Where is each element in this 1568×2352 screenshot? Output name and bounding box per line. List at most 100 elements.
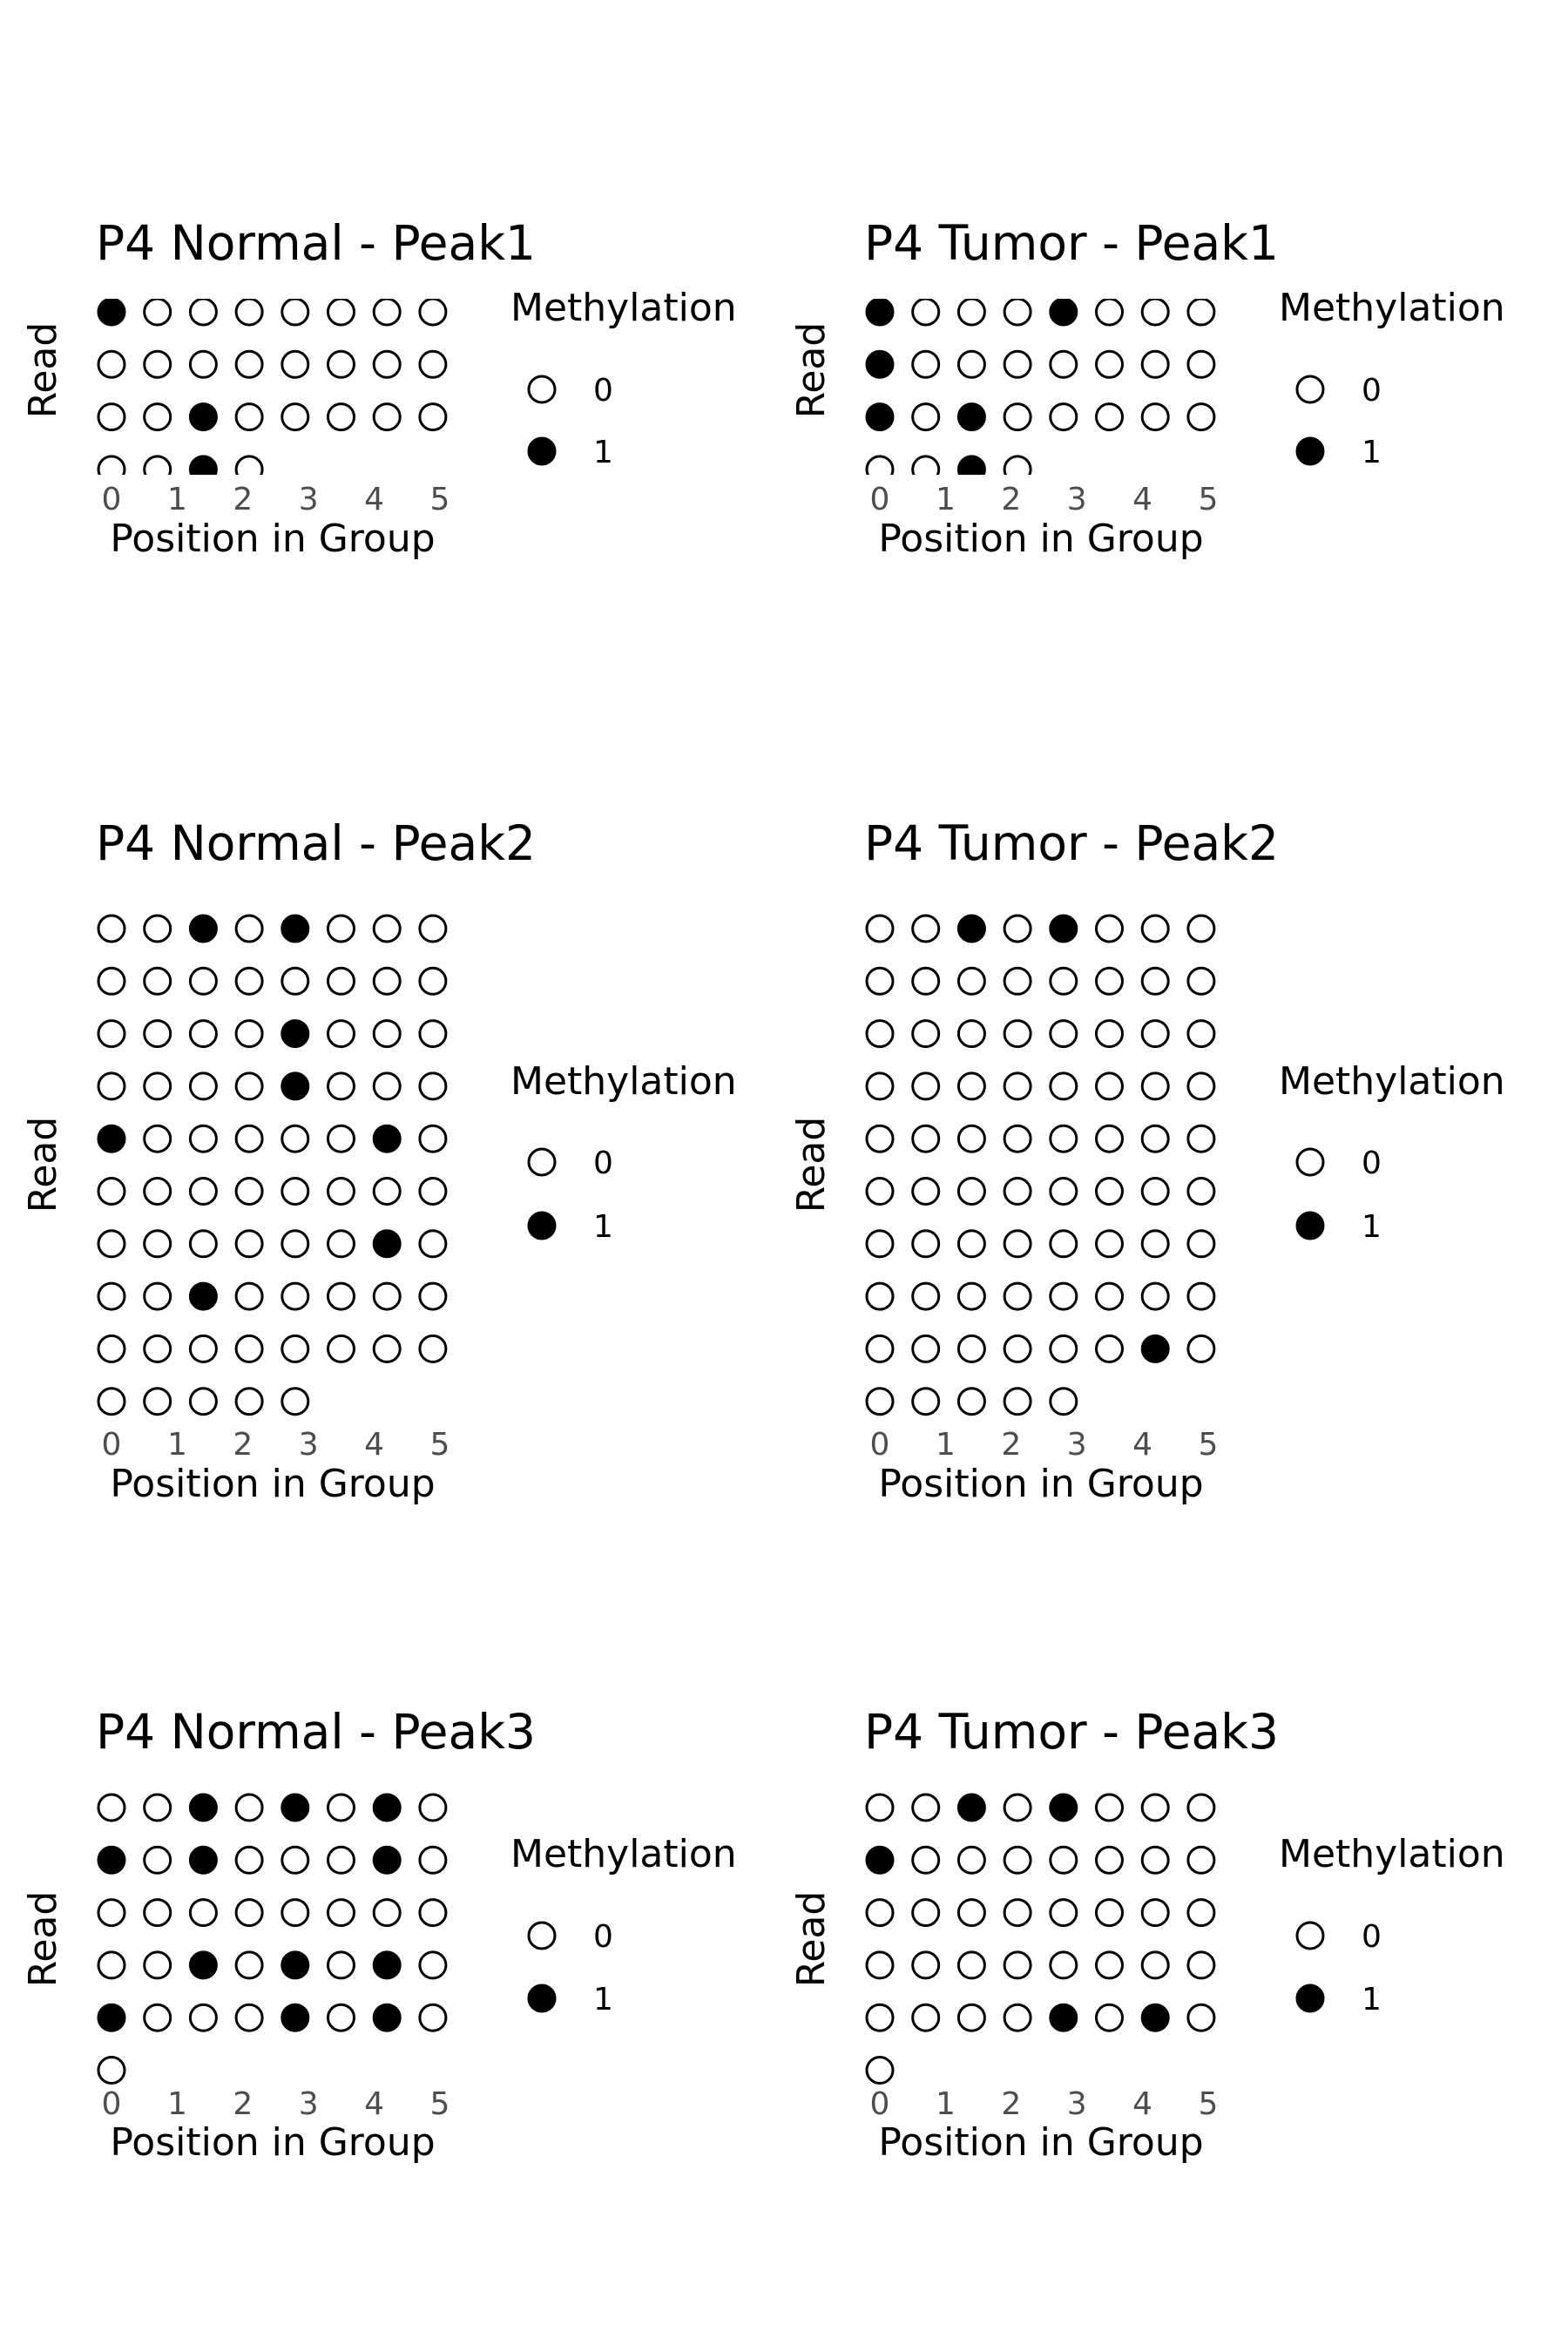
- unmethylated-dot: [234, 1177, 264, 1206]
- unmethylated-dot: [1003, 2003, 1032, 2032]
- unmethylated-dot: [865, 1334, 895, 1363]
- x-tick-label: 3: [299, 1427, 319, 1463]
- unmethylated-dot: [188, 1071, 218, 1101]
- legend-label: 1: [593, 1209, 613, 1245]
- unmethylated-dot: [280, 402, 310, 432]
- unmethylated-dot: [143, 1845, 172, 1875]
- unmethylated-dot: [234, 1019, 264, 1049]
- x-tick-label: 3: [299, 482, 319, 517]
- unmethylated-dot: [956, 1281, 986, 1311]
- unmethylated-dot: [327, 299, 355, 327]
- panel-title: P4 Tumor - Peak1: [864, 215, 1279, 271]
- unmethylated-dot: [143, 1281, 172, 1311]
- legend-key-open: [1295, 1147, 1325, 1177]
- unmethylated-dot: [234, 966, 264, 996]
- unmethylated-dot: [188, 966, 218, 996]
- unmethylated-dot: [327, 966, 355, 996]
- legend-label: 0: [593, 373, 613, 409]
- unmethylated-dot: [865, 1793, 895, 1822]
- methylated-dot: [188, 1281, 218, 1311]
- unmethylated-dot: [234, 2003, 264, 2032]
- unmethylated-dot: [956, 1019, 986, 1049]
- unmethylated-dot: [1186, 1793, 1216, 1822]
- unmethylated-dot: [911, 1334, 941, 1363]
- methylated-dot: [372, 1229, 402, 1259]
- legend-key-filled: [1295, 1211, 1325, 1240]
- unmethylated-dot: [956, 1845, 986, 1875]
- unmethylated-dot: [1003, 914, 1032, 943]
- unmethylated-dot: [865, 1124, 895, 1153]
- unmethylated-dot: [327, 1071, 355, 1101]
- unmethylated-dot: [143, 1387, 172, 1416]
- methylated-dot: [280, 1793, 310, 1822]
- unmethylated-dot: [1003, 1334, 1032, 1363]
- x-tick-label: 4: [364, 2086, 384, 2122]
- x-tick-label: 2: [233, 2086, 253, 2122]
- methylated-dot: [865, 349, 895, 379]
- unmethylated-dot: [327, 402, 355, 432]
- unmethylated-dot: [1186, 1950, 1216, 1980]
- x-tick-label: 5: [430, 482, 450, 517]
- unmethylated-dot: [418, 1845, 448, 1875]
- unmethylated-dot: [97, 1177, 126, 1206]
- unmethylated-dot: [143, 966, 172, 996]
- unmethylated-dot: [956, 1334, 986, 1363]
- methylated-dot: [280, 1950, 310, 1980]
- unmethylated-dot: [280, 1177, 310, 1206]
- unmethylated-dot: [956, 1229, 986, 1259]
- legend-key-filled: [527, 436, 557, 466]
- x-tick-label: 1: [936, 2086, 956, 2122]
- unmethylated-dot: [418, 1229, 448, 1259]
- unmethylated-dot: [188, 1019, 218, 1049]
- unmethylated-dot: [143, 455, 172, 475]
- unmethylated-dot: [1140, 966, 1170, 996]
- x-tick-label: 5: [1199, 1427, 1219, 1463]
- legend-label: 1: [593, 1982, 613, 2017]
- unmethylated-dot: [865, 914, 895, 943]
- unmethylated-dot: [1095, 966, 1124, 996]
- unmethylated-dot: [1049, 1177, 1078, 1206]
- unmethylated-dot: [97, 349, 126, 379]
- unmethylated-dot: [418, 1124, 448, 1153]
- unmethylated-dot: [911, 1387, 941, 1416]
- unmethylated-dot: [234, 914, 264, 943]
- unmethylated-dot: [1049, 349, 1078, 379]
- unmethylated-dot: [1049, 402, 1078, 432]
- x-tick-label: 4: [364, 1427, 384, 1463]
- unmethylated-dot: [1186, 1334, 1216, 1363]
- x-tick-label: 1: [936, 1427, 956, 1463]
- unmethylated-dot: [911, 1793, 941, 1822]
- unmethylated-dot: [1003, 1019, 1032, 1049]
- unmethylated-dot: [234, 1229, 264, 1259]
- unmethylated-dot: [1049, 1950, 1078, 1980]
- unmethylated-dot: [1003, 1898, 1032, 1928]
- x-tick-label: 2: [1001, 482, 1021, 517]
- unmethylated-dot: [1140, 1950, 1170, 1980]
- unmethylated-dot: [418, 1898, 448, 1928]
- x-tick-label: 3: [1067, 2086, 1087, 2122]
- unmethylated-dot: [911, 1124, 941, 1153]
- unmethylated-dot: [143, 402, 172, 432]
- x-tick-label: 2: [233, 482, 253, 517]
- unmethylated-dot: [97, 1071, 126, 1101]
- unmethylated-dot: [1049, 966, 1078, 996]
- unmethylated-dot: [1186, 1019, 1216, 1049]
- unmethylated-dot: [1186, 2003, 1216, 2032]
- legend-label: 0: [1362, 373, 1382, 409]
- unmethylated-dot: [1186, 1281, 1216, 1311]
- x-tick-label: 4: [364, 482, 384, 517]
- legend-title: Methylation: [1279, 1059, 1505, 1104]
- methylated-dot: [956, 402, 986, 432]
- methylated-dot: [1049, 2003, 1078, 2032]
- unmethylated-dot: [418, 966, 448, 996]
- unmethylated-dot: [280, 1845, 310, 1875]
- methylated-dot: [956, 455, 986, 475]
- unmethylated-dot: [1186, 966, 1216, 996]
- panel-title: P4 Normal - Peak3: [96, 1704, 536, 1760]
- unmethylated-dot: [143, 1124, 172, 1153]
- y-axis-title: Read: [21, 1891, 65, 1988]
- unmethylated-dot: [1003, 1950, 1032, 1980]
- unmethylated-dot: [280, 1334, 310, 1363]
- unmethylated-dot: [1140, 914, 1170, 943]
